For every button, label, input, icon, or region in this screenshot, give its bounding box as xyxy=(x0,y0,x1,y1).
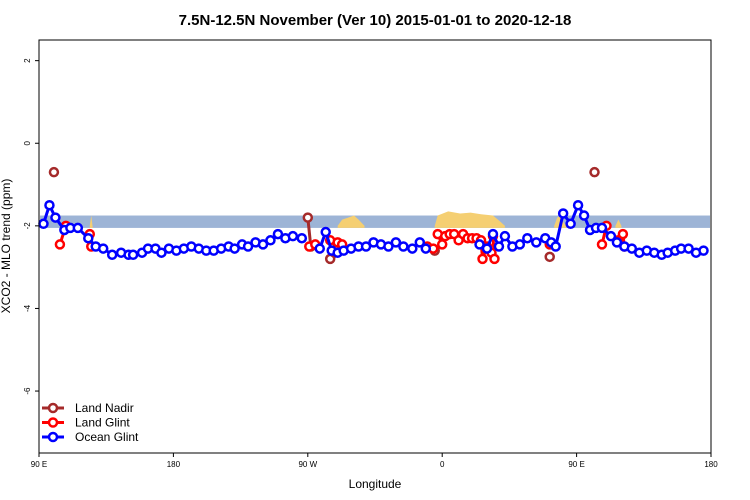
x-axis-label: Longitude xyxy=(349,477,402,491)
ocean-glint-point-37 xyxy=(320,226,331,238)
legend-ocean-glint-marker xyxy=(47,431,59,443)
ocean-glint-point-67 xyxy=(578,210,590,221)
land-nadir-point-0 xyxy=(48,166,60,178)
ocean-glint-point-72 xyxy=(611,237,623,248)
ocean-glint-point-9 xyxy=(106,249,118,261)
legend-land-glint-label: Land Glint xyxy=(75,416,130,430)
ocean-glint-point-64 xyxy=(557,208,569,219)
ocean-glint-point-28 xyxy=(242,241,254,252)
x-tick-label-4: 90 E xyxy=(568,460,584,469)
ocean-glint-point-47 xyxy=(390,237,402,248)
land-glint-point-26 xyxy=(489,253,500,265)
ocean-band xyxy=(40,215,710,228)
legend-ocean-glint-label: Ocean Glint xyxy=(75,430,139,444)
ocean-glint-point-16 xyxy=(156,247,167,258)
y-tick-label-3: -4 xyxy=(23,304,32,312)
land-fill-4 xyxy=(615,219,622,228)
ocean-glint-point-65 xyxy=(565,218,576,230)
ocean-glint-point-26 xyxy=(229,243,240,254)
legend-land-glint-marker xyxy=(47,417,59,428)
legend-land-nadir-label: Land Nadir xyxy=(75,401,134,415)
ocean-glint-point-5 xyxy=(72,222,84,234)
ocean-glint-point-71 xyxy=(605,230,617,242)
x-tick-label-1: 180 xyxy=(167,460,181,469)
land-glint-point-12 xyxy=(436,239,448,250)
y-tick-label-0: 2 xyxy=(23,58,32,63)
ocean-glint-point-58 xyxy=(514,239,526,250)
ocean-glint-point-12 xyxy=(127,249,139,261)
land-glint-point-22 xyxy=(477,253,488,265)
land-glint-point-28 xyxy=(596,239,608,250)
ocean-glint-point-70 xyxy=(596,222,608,234)
ocean-glint-point-31 xyxy=(265,235,276,246)
ocean-glint-point-49 xyxy=(407,243,418,254)
land-fill-1 xyxy=(337,215,365,228)
ocean-glint-point-2 xyxy=(50,212,61,223)
land-fill-2 xyxy=(434,211,505,228)
ocean-glint-point-60 xyxy=(531,237,542,248)
ocean-glint-point-34 xyxy=(287,230,299,242)
x-tick-label-3: 0 xyxy=(440,460,445,469)
y-axis-label: XCO2 - MLO trend (ppm) xyxy=(0,179,13,314)
ocean-glint-point-59 xyxy=(522,232,533,244)
ocean-glint-point-36 xyxy=(314,243,325,254)
ocean-glint-point-50 xyxy=(414,237,426,248)
ocean-glint-point-82 xyxy=(683,243,694,254)
ocean-glint-point-74 xyxy=(626,243,638,254)
ocean-glint-point-54 xyxy=(487,228,499,240)
ocean-glint-point-6 xyxy=(83,232,94,244)
ocean-glint-point-84 xyxy=(698,245,709,256)
land-nadir-point-1 xyxy=(302,212,314,223)
plot-frame xyxy=(38,39,712,454)
ocean-glint-point-52 xyxy=(474,239,485,250)
land-fill-0 xyxy=(89,215,93,228)
ocean-glint-point-35 xyxy=(296,232,308,244)
ocean-glint-point-55 xyxy=(493,241,505,252)
ocean-glint-point-8 xyxy=(97,243,109,254)
ocean-glint-point-51 xyxy=(420,243,432,254)
y-tick-label-2: -2 xyxy=(23,222,32,230)
ocean-glint-point-63 xyxy=(550,241,561,252)
plot-marks xyxy=(38,166,709,265)
ocean-glint-point-53 xyxy=(481,243,493,254)
plot-background xyxy=(40,211,710,228)
ocean-glint-point-56 xyxy=(499,230,511,242)
legend-land-nadir-marker xyxy=(47,402,59,414)
x-tick-label-5: 180 xyxy=(704,460,718,469)
ocean-glint-point-46 xyxy=(383,241,394,252)
chart-title: 7.5N-12.5N November (Ver 10) 2015-01-01 … xyxy=(179,12,572,29)
land-glint-point-0 xyxy=(54,239,66,250)
ocean-glint-point-66 xyxy=(572,199,584,211)
y-tick-label-4: -6 xyxy=(23,387,32,395)
axes: 90 E 180 90 W 0 90 E 180 2 0 -2 -4 -6 xyxy=(23,58,718,469)
land-nadir-point-7 xyxy=(544,251,555,263)
ocean-glint-point-43 xyxy=(360,241,372,252)
x-tick-label-0: 90 E xyxy=(31,460,47,469)
ocean-glint-point-0 xyxy=(38,218,49,230)
y-tick-label-1: 0 xyxy=(23,140,32,145)
land-glint-point-31 xyxy=(617,228,629,240)
ocean-glint-point-30 xyxy=(257,239,269,250)
ocean-glint-point-1 xyxy=(44,199,55,211)
land-nadir-point-8 xyxy=(589,166,600,178)
ocean-glint-point-32 xyxy=(272,228,284,240)
x-tick-label-2: 90 W xyxy=(298,460,317,469)
ocean-glint-point-48 xyxy=(398,241,409,252)
